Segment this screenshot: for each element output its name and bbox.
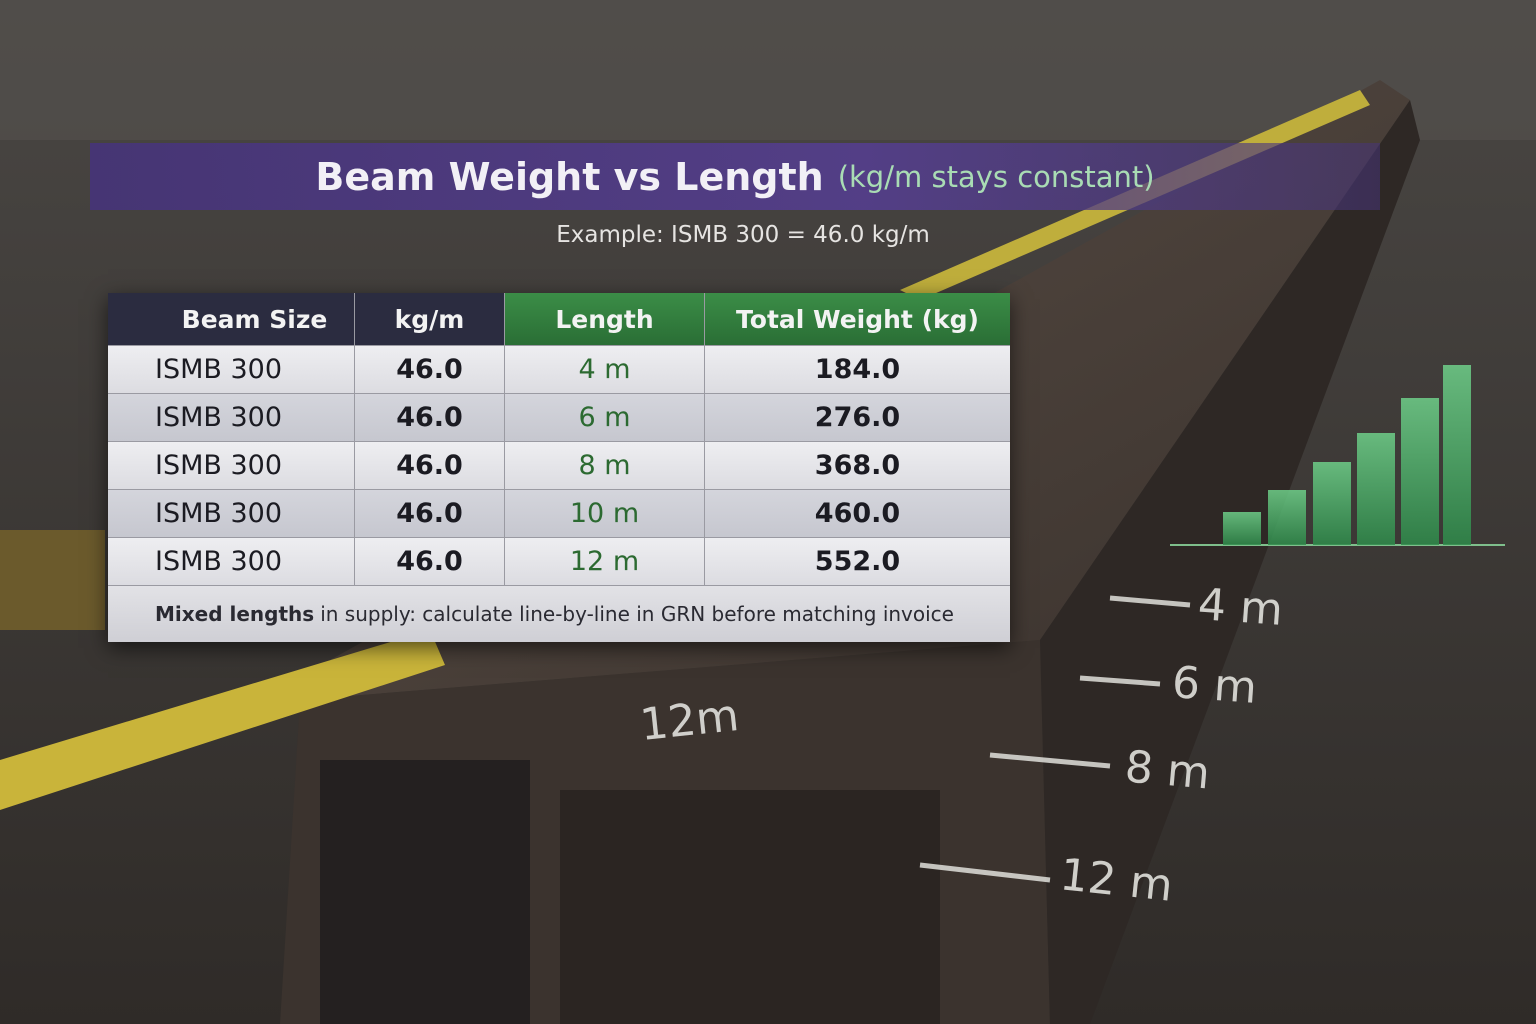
table-cell: 184.0: [705, 346, 1010, 394]
table-cell: 12 m: [505, 538, 705, 586]
table-cell: 460.0: [705, 490, 1010, 538]
table-cell: 46.0: [355, 490, 505, 538]
subtitle: Example: ISMB 300 = 46.0 kg/m: [556, 222, 930, 248]
column-header: kg/m: [355, 293, 505, 346]
table-cell: 6 m: [505, 394, 705, 442]
table-cell: 8 m: [505, 442, 705, 490]
table-cell: ISMB 300: [108, 490, 355, 538]
title-note: (kg/m stays constant): [837, 159, 1155, 194]
chalk-label: 4 m: [1196, 579, 1285, 636]
table-cell: 276.0: [705, 394, 1010, 442]
table-cell: 46.0: [355, 394, 505, 442]
table-row: ISMB 300 46.0 12 m 552.0: [108, 538, 1010, 586]
table-cell: 46.0: [355, 442, 505, 490]
table-cell: ISMB 300: [108, 394, 355, 442]
footnote-emphasis: Mixed lengths: [155, 602, 315, 626]
table-cell: 4 m: [505, 346, 705, 394]
table-cell: 10 m: [505, 490, 705, 538]
table-row: ISMB 300 46.0 6 m 276.0: [108, 394, 1010, 442]
title: Beam Weight vs Length: [315, 154, 824, 199]
table-row: ISMB 300 46.0 4 m 184.0: [108, 346, 1010, 394]
table-cell: 46.0: [355, 346, 505, 394]
chalk-label: 8 m: [1122, 741, 1212, 800]
table-cell: ISMB 300: [108, 538, 355, 586]
table-row: ISMB 300 46.0 8 m 368.0: [108, 442, 1010, 490]
title-band: Beam Weight vs Length (kg/m stays consta…: [90, 143, 1380, 210]
column-header: Total Weight (kg): [705, 293, 1010, 346]
weight-table: Beam Size kg/m Length Total Weight (kg) ISM…: [108, 293, 1010, 642]
table-row: ISMB 300 46.0 10 m 460.0: [108, 490, 1010, 538]
table-cell: ISMB 300: [108, 346, 355, 394]
column-header: Beam Size: [108, 293, 355, 346]
table-cell: 46.0: [355, 538, 505, 586]
chalk-label: 12m: [637, 689, 742, 752]
table-cell: 368.0: [705, 442, 1010, 490]
column-header: Length: [505, 293, 705, 346]
table-cell: 552.0: [705, 538, 1010, 586]
table-cell: ISMB 300: [108, 442, 355, 490]
chalk-label: 6 m: [1170, 657, 1259, 714]
footnote: Mixed lengths in supply: calculate line-b…: [108, 586, 1010, 642]
footnote-text: in supply: calculate line-by-line in GRN…: [320, 602, 954, 626]
header-row: Beam Size kg/m Length Total Weight (kg): [108, 293, 1010, 346]
